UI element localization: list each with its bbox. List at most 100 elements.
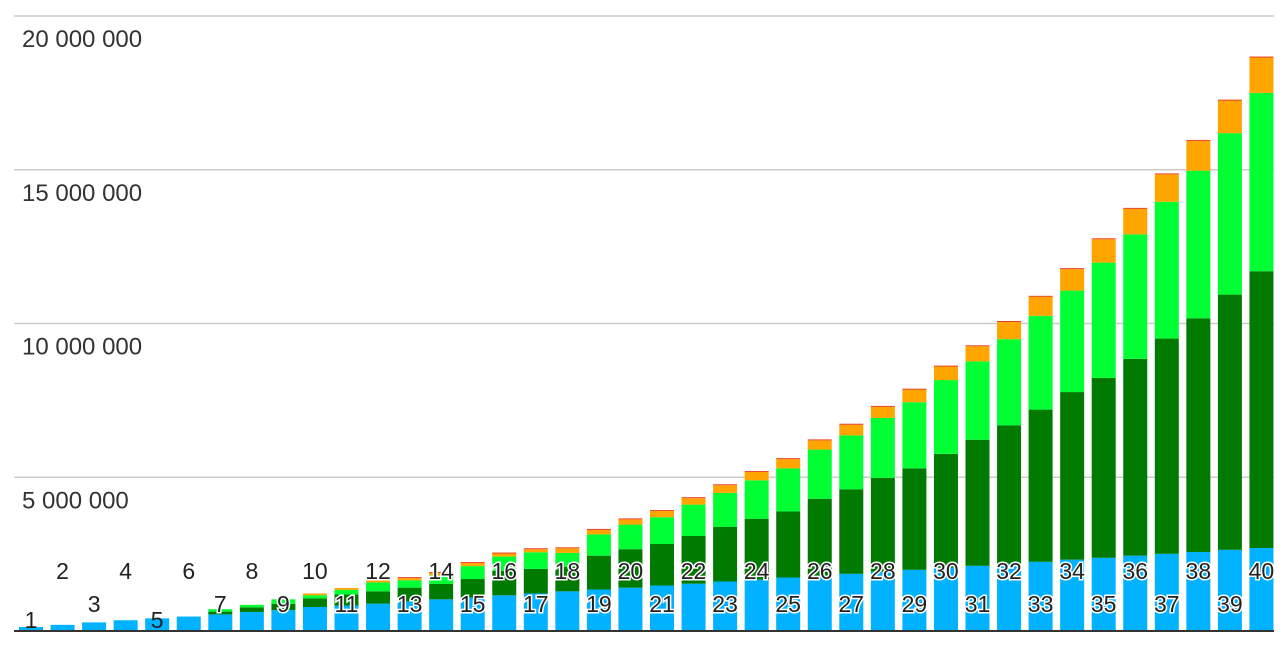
x-tick-label: 38 [1186, 558, 1212, 584]
bar-segment [429, 575, 454, 584]
x-tick-label: 16 [491, 558, 517, 584]
y-tick-label: 5 000 000 [22, 487, 129, 514]
bars [19, 56, 1274, 631]
bar-segment [1249, 56, 1274, 58]
bar-segment [965, 361, 990, 440]
bar-segment [744, 480, 769, 519]
bar-segment [870, 477, 895, 572]
bar-segment [839, 435, 864, 490]
bar-segment [681, 498, 706, 505]
bar-segment [302, 598, 327, 608]
bar-segment [618, 549, 643, 588]
bar-segment [839, 489, 864, 574]
bar-segment [839, 573, 864, 631]
x-tick-label: 23 [712, 591, 738, 617]
x-tick-label: 5 [151, 607, 164, 633]
x-tick-label: 8 [245, 558, 258, 584]
bar-segment [1249, 57, 1274, 93]
bar-segment [713, 581, 738, 631]
bar-segment [1217, 99, 1242, 101]
bar-segment [492, 552, 517, 554]
bar-segment [429, 572, 454, 576]
x-tick-label: 34 [1059, 558, 1085, 584]
bar-segment [870, 405, 895, 407]
bar-segment [650, 517, 674, 544]
bar-segment [807, 498, 832, 576]
x-tick-label: 40 [1249, 558, 1275, 584]
bar-segment [650, 543, 674, 586]
bar-segment [397, 587, 422, 602]
bar-segment [997, 321, 1022, 340]
x-tick-label: 7 [214, 591, 227, 617]
bar-segment [618, 524, 643, 550]
bar-segment [555, 547, 580, 549]
bar-segment [744, 518, 769, 580]
bar-segment [586, 534, 611, 556]
bar-segment [870, 417, 895, 478]
bar-segment [713, 526, 738, 582]
x-tick-label: 27 [839, 591, 865, 617]
bar-segment [555, 552, 580, 567]
bar-segment [1091, 238, 1116, 240]
bar-segment [302, 593, 327, 596]
bar-segment [145, 618, 170, 631]
bar-segment [1217, 100, 1242, 134]
bar-segment [492, 595, 517, 631]
bar-segment [366, 580, 391, 583]
x-tick-label: 36 [1122, 558, 1148, 584]
bar-segment [523, 548, 548, 550]
bar-segment [1154, 173, 1179, 175]
bar-segment [1249, 271, 1274, 548]
bar-segment [239, 604, 264, 608]
bar-segment [965, 439, 990, 566]
bar-segment [1091, 262, 1116, 378]
bar-segment [902, 468, 927, 570]
bar-segment [776, 468, 801, 512]
bar-segment [302, 595, 327, 599]
bar-segment [1028, 296, 1053, 316]
bar-segment [1217, 294, 1242, 550]
bar-segment [713, 492, 738, 527]
x-tick-label: 10 [302, 558, 328, 584]
bar-segment [19, 627, 43, 631]
bar-segment [1060, 269, 1085, 291]
bar-segment [1186, 140, 1211, 171]
bar-segment [807, 449, 832, 499]
bar-segment [460, 579, 485, 598]
x-tick-label: 31 [965, 591, 991, 617]
x-tick-label: 24 [744, 558, 770, 584]
bar-segment [776, 458, 801, 460]
x-tick-label: 30 [933, 558, 959, 584]
bar-segment [997, 339, 1022, 426]
bar-segment [1028, 561, 1053, 631]
bar-segment [965, 346, 990, 362]
bar-segment [776, 577, 801, 631]
bar-segment [902, 402, 927, 469]
bar-segment [302, 607, 327, 631]
x-tick-label: 3 [88, 591, 101, 617]
bar-segment [1154, 201, 1179, 339]
bar-segment [681, 535, 706, 584]
bar-segment [997, 563, 1022, 631]
bar-segment [681, 504, 706, 536]
x-tick-label: 32 [996, 558, 1022, 584]
x-tick-label: 15 [460, 591, 486, 617]
bar-segment [1091, 557, 1116, 631]
bar-segment [176, 616, 201, 631]
bar-segment [902, 389, 927, 403]
bar-segment [271, 603, 296, 611]
x-tick-label: 19 [586, 591, 612, 617]
bar-segment [902, 569, 927, 631]
bar-segment [397, 578, 422, 581]
bar-segment [1249, 92, 1274, 272]
bar-segment [933, 366, 958, 381]
bar-segment [1123, 358, 1148, 556]
bar-segment [807, 439, 832, 441]
bar-segment [1123, 208, 1148, 235]
bar-segment [1060, 290, 1085, 393]
bar-segment [523, 568, 548, 594]
bar-segment [997, 321, 1022, 322]
bar-segment [997, 425, 1022, 564]
x-tick-label: 37 [1154, 591, 1180, 617]
